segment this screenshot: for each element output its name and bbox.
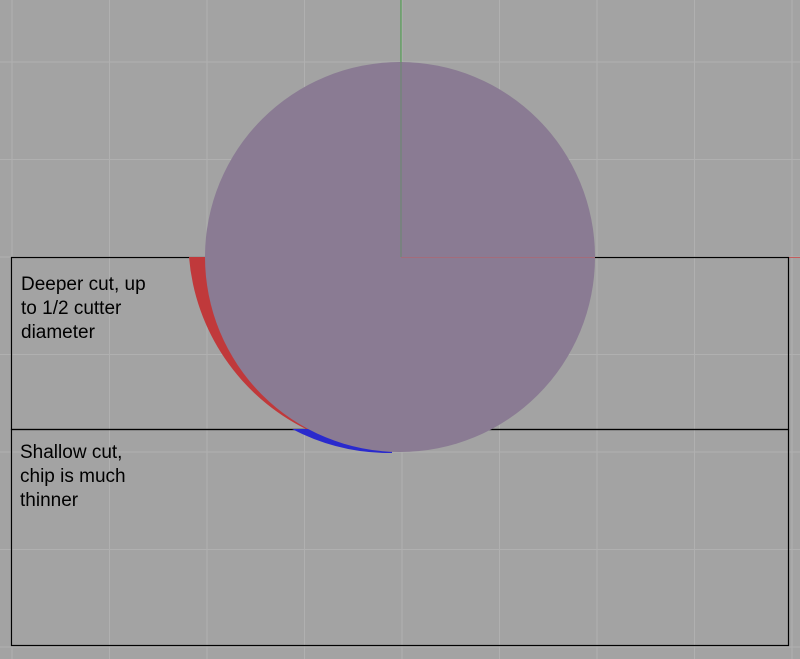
cutter-disc bbox=[205, 62, 595, 452]
deep-cut-chip-arc bbox=[189, 257, 312, 429]
shallow-cut-label: Shallow cut, chip is much thinner bbox=[20, 442, 126, 511]
deep-cut-label: Deeper cut, up to 1/2 cutter diameter bbox=[21, 274, 146, 343]
shallow-cut-chip-arc bbox=[292, 429, 392, 454]
